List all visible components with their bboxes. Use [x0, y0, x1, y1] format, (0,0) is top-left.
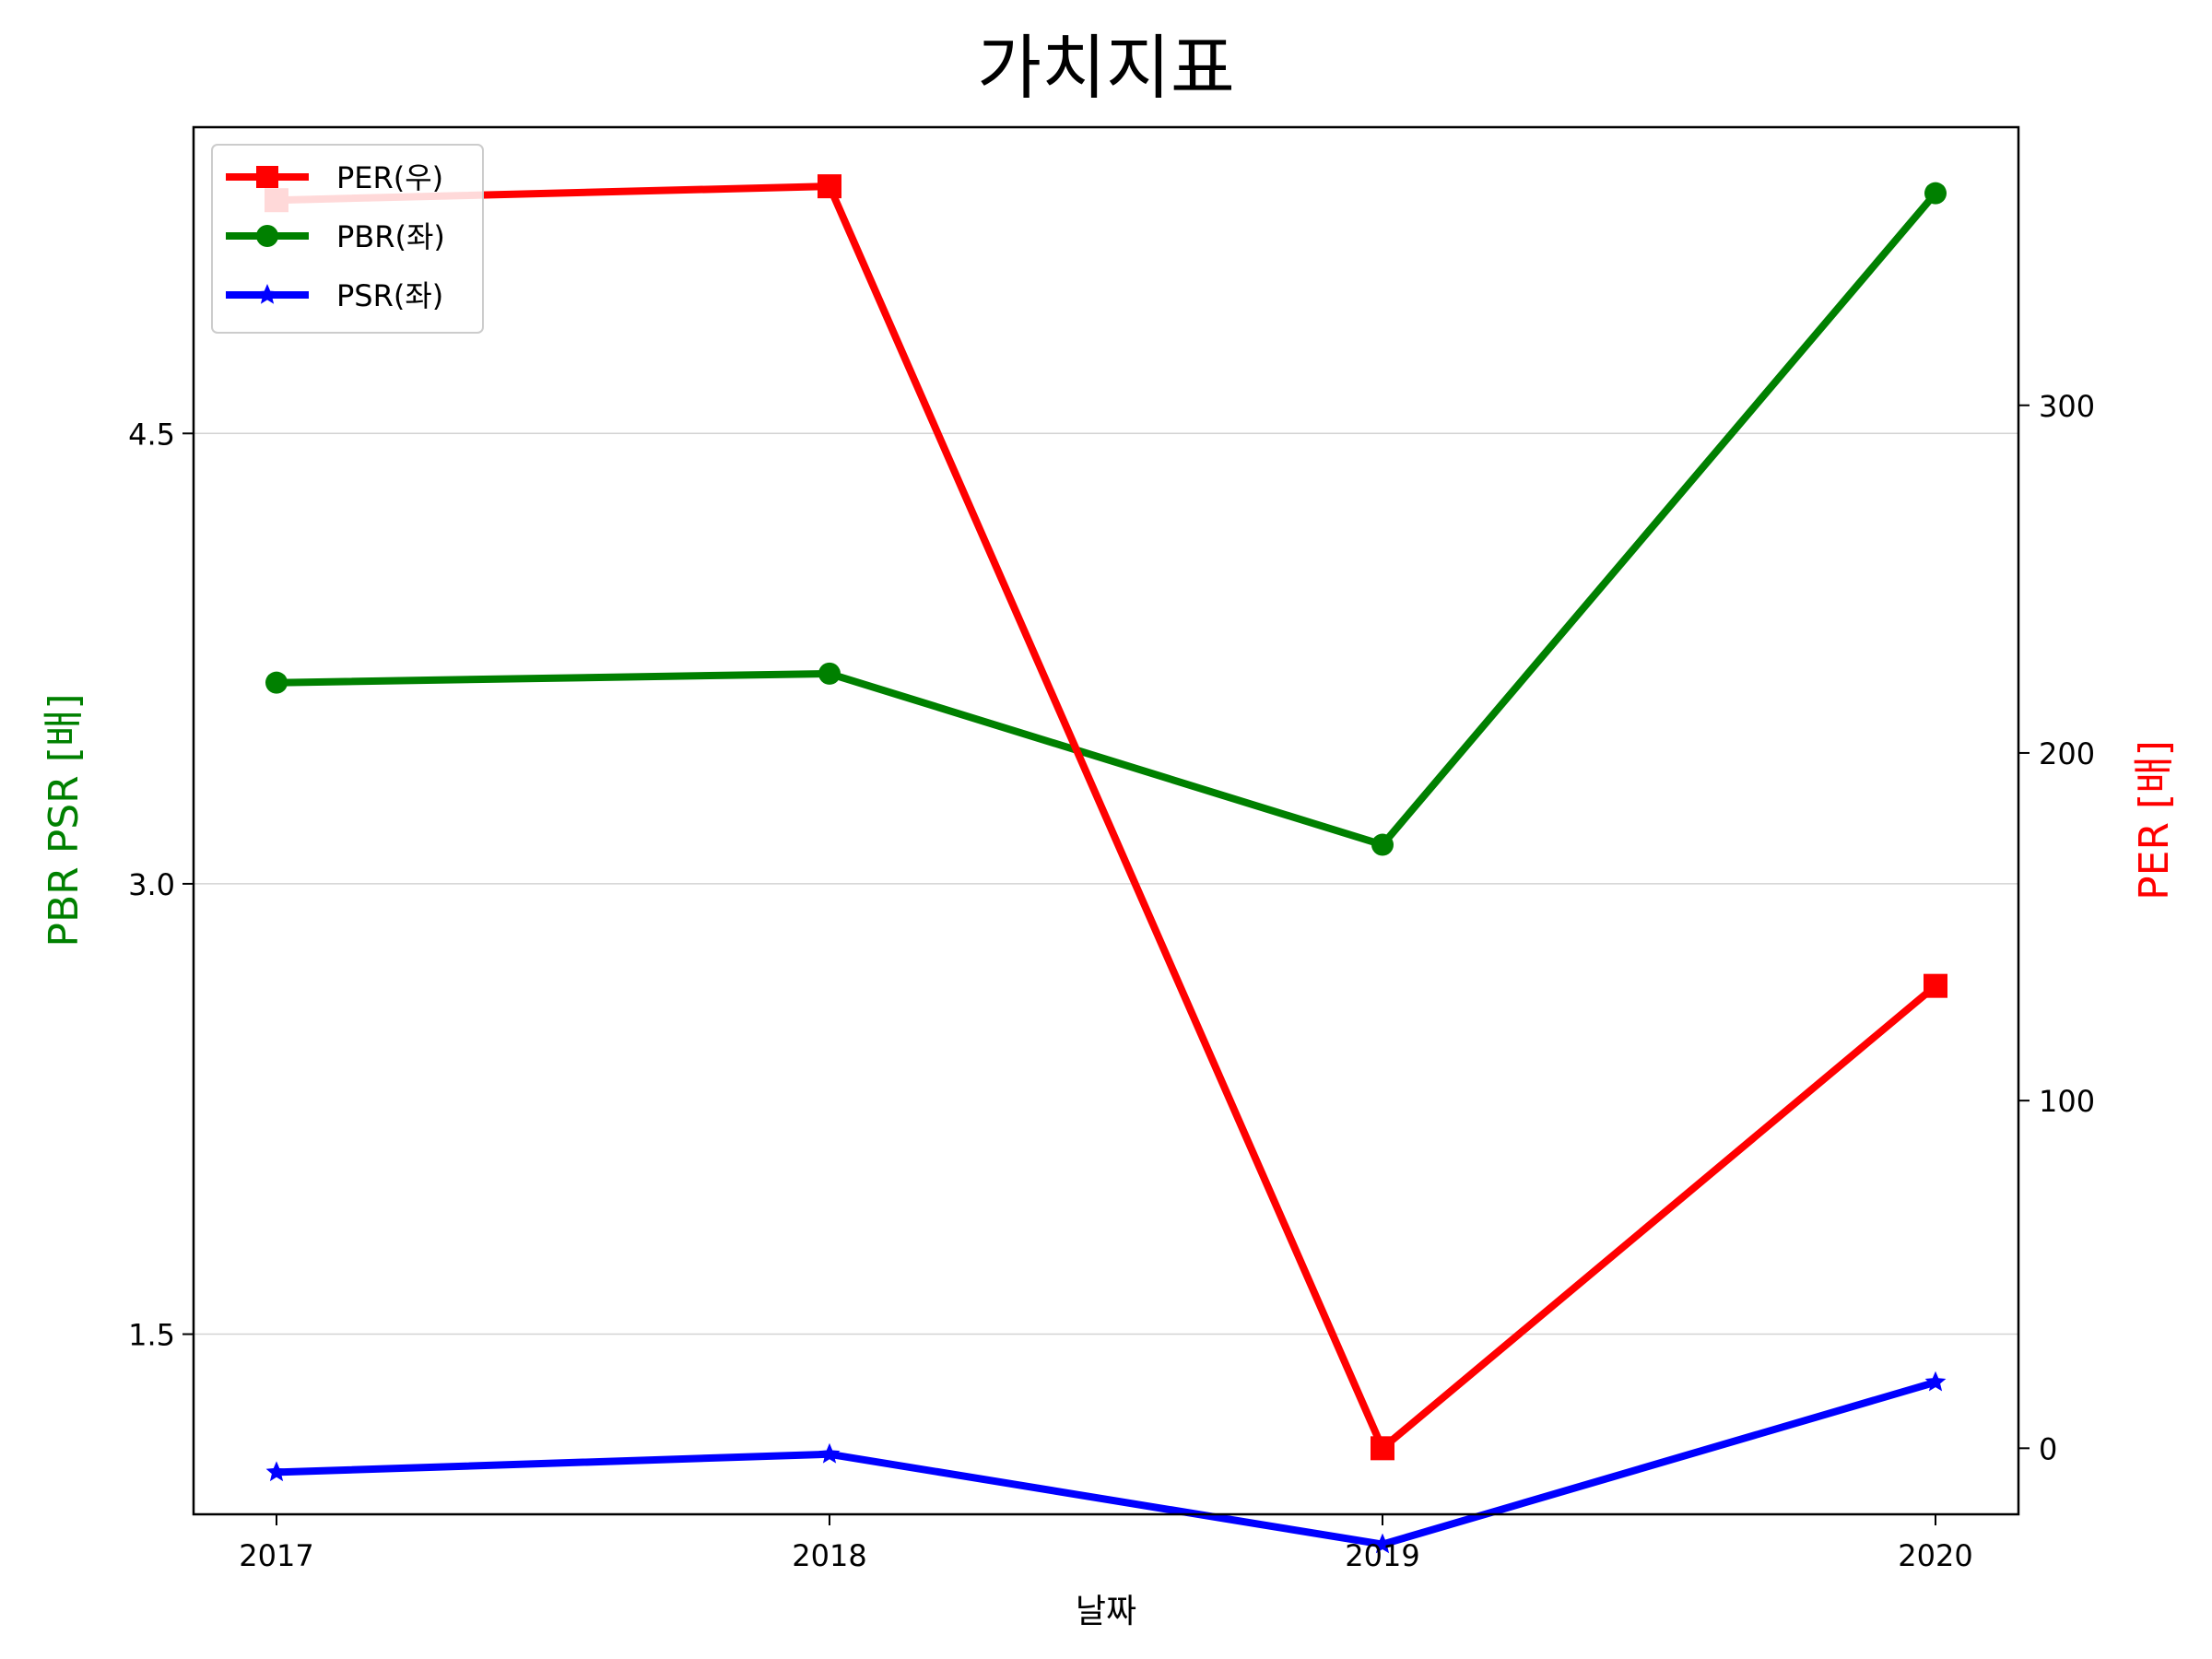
data-point [256, 284, 278, 304]
x-axis-label: 날짜 [1076, 1593, 1136, 1630]
left-y-axis-label: PBR PSR [배] [41, 693, 88, 947]
right-y-axis-label: PER [배] [2131, 740, 2178, 900]
data-point [256, 166, 278, 188]
data-point [1924, 973, 1947, 998]
left-y-tick-label: 1.5 [128, 1318, 175, 1353]
x-tick-label: 2017 [239, 1538, 313, 1573]
right-y-tick-label: 100 [2039, 1084, 2095, 1119]
series-psr [265, 1371, 1947, 1554]
right-y-tick-label: 200 [2039, 736, 2095, 771]
left-y-tick-label: 4.5 [128, 417, 175, 452]
data-point [265, 671, 288, 694]
legend-item: PBR(좌) [226, 219, 445, 254]
data-point [1924, 1371, 1947, 1392]
series-line [276, 191, 1939, 849]
series-layer [265, 174, 1947, 1554]
data-point [265, 1461, 288, 1482]
legend-label: PER(우) [336, 160, 443, 195]
legend: PER(우) PBR(좌) PSR(좌) [211, 144, 484, 334]
legend-label: PSR(좌) [336, 278, 443, 313]
data-point [256, 225, 278, 247]
axes: 1.5 3.0 4.5 0 100 200 300 2017 2018 2019 2020 [128, 389, 2095, 1573]
right-y-tick-label: 0 [2039, 1431, 2057, 1466]
data-point [1371, 833, 1394, 856]
chart-title: 가치지표 [977, 27, 1235, 109]
series-line [276, 1378, 1937, 1548]
left-y-tick-label: 3.0 [128, 867, 175, 902]
data-point [818, 662, 841, 685]
right-y-tick-label: 300 [2039, 389, 2095, 424]
series-line [276, 182, 1938, 1453]
legend-item: PER(우) [226, 160, 443, 195]
x-tick-label: 2019 [1345, 1538, 1419, 1573]
data-point [818, 174, 841, 199]
x-tick-label: 2018 [792, 1538, 866, 1573]
legend-item: PSR(좌) [226, 278, 443, 313]
legend-label: PBR(좌) [336, 219, 445, 254]
data-point [1371, 1436, 1394, 1461]
series-pbr [265, 182, 1947, 856]
data-point [1371, 1533, 1394, 1554]
data-point [818, 1442, 841, 1464]
grid [194, 432, 2018, 1335]
data-point [1924, 182, 1947, 205]
legend-box [211, 144, 484, 334]
x-tick-label: 2020 [1898, 1538, 1972, 1573]
plot-frame [192, 125, 2020, 1516]
